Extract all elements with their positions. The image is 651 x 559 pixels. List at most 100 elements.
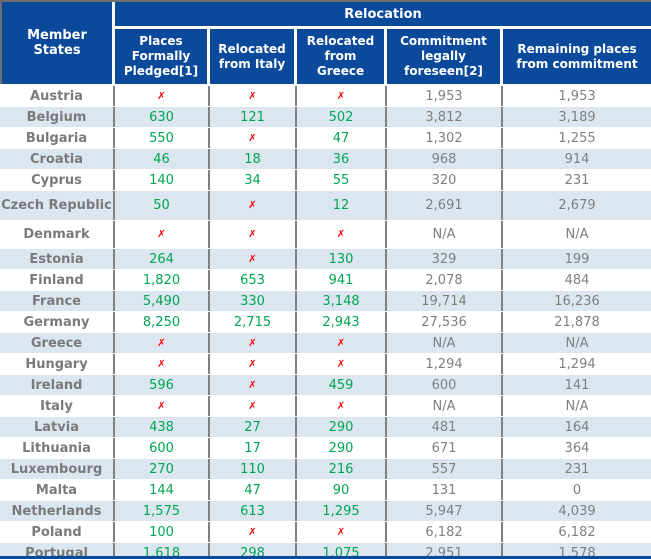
- table-row: Ireland 596 ✗ 459 600 141: [0, 375, 651, 396]
- column-header-commitment: Commitment legally foreseen[2]: [387, 29, 503, 84]
- cell-places-pledged: 144: [115, 480, 210, 500]
- cell-relocated-italy: 47: [210, 480, 297, 500]
- cell-member-state: Estonia: [0, 249, 115, 269]
- cell-places-pledged: 600: [115, 438, 210, 458]
- cell-places-pledged: 596: [115, 375, 210, 395]
- table-row: Austria ✗ ✗ ✗ 1,953 1,953: [0, 86, 651, 107]
- table-row: Belgium 630 121 502 3,812 3,189: [0, 107, 651, 128]
- cell-relocated-greece: ✗: [297, 86, 387, 106]
- cell-remaining: 4,039: [558, 503, 596, 519]
- cell-remaining: 164: [564, 419, 590, 435]
- cell-member-state: Portugal: [0, 543, 115, 559]
- table-row: Estonia 264 ✗ 130 329 199: [0, 249, 651, 270]
- cell-relocated-greece: ✗: [297, 522, 387, 542]
- cell-relocated-greece: 290: [297, 417, 387, 437]
- cell-relocated-greece: 12: [297, 191, 387, 220]
- table-row: Luxembourg 270 110 216 557 231: [0, 459, 651, 480]
- cell-relocated-greece: 290: [297, 438, 387, 458]
- cell-member-state: Netherlands: [0, 501, 115, 521]
- cell-places-pledged: 100: [115, 522, 210, 542]
- cell-member-state: Denmark: [0, 221, 115, 248]
- member-states-header: Member States: [2, 2, 115, 84]
- cell-remaining: 199: [564, 251, 590, 267]
- cell-commitment: 2,951: [387, 543, 503, 559]
- cell-relocated-greece: 1,075: [297, 543, 387, 559]
- cell-commitment: 6,182: [387, 522, 503, 542]
- cell-member-state: Croatia: [0, 149, 115, 169]
- cell-member-state: Ireland: [0, 375, 115, 395]
- cell-commitment: 1,302: [387, 128, 503, 148]
- cell-places-pledged: 630: [115, 107, 210, 127]
- cell-relocated-greece: 90: [297, 480, 387, 500]
- cell-remaining: 914: [564, 151, 590, 167]
- column-header-remaining: Remaining places from commitment: [503, 29, 651, 84]
- column-header-relocated-italy: Relocated from Italy: [210, 29, 297, 84]
- cell-places-pledged: 264: [115, 249, 210, 269]
- cell-relocated-italy: ✗: [210, 249, 297, 269]
- cell-relocated-greece: 55: [297, 170, 387, 190]
- table-body: Austria ✗ ✗ ✗ 1,953 1,953 Belgium 630 121 502 3,81…: [0, 86, 651, 559]
- table-row: Denmark ✗ ✗ ✗ N/A N/A: [0, 221, 651, 249]
- cell-remaining: N/A: [565, 227, 589, 242]
- cell-relocated-greece: ✗: [297, 333, 387, 353]
- cell-remaining: 1,578: [558, 545, 596, 559]
- cell-remaining: 6,182: [558, 524, 596, 540]
- column-header-relocated-greece: Relocated from Greece: [297, 29, 387, 84]
- column-header-places-pledged: Places Formally Pledged[1]: [115, 29, 210, 84]
- cell-commitment: 968: [387, 149, 503, 169]
- cell-relocated-greece: 459: [297, 375, 387, 395]
- table-row: Netherlands 1,575 613 1,295 5,947 4,039: [0, 501, 651, 522]
- cell-relocated-greece: ✗: [297, 354, 387, 374]
- cell-places-pledged: 1,618: [115, 543, 210, 559]
- table-row: Latvia 438 27 290 481 164: [0, 417, 651, 438]
- cell-relocated-greece: 1,295: [297, 501, 387, 521]
- cell-commitment: 329: [387, 249, 503, 269]
- cell-relocated-italy: 34: [210, 170, 297, 190]
- cell-commitment: 481: [387, 417, 503, 437]
- table-row: Malta 144 47 90 131 0: [0, 480, 651, 501]
- cell-places-pledged: 550: [115, 128, 210, 148]
- cell-relocated-italy: 110: [210, 459, 297, 479]
- table-row: Italy ✗ ✗ ✗ N/A N/A: [0, 396, 651, 417]
- cell-remaining: 231: [564, 461, 590, 477]
- cell-places-pledged: ✗: [115, 221, 210, 248]
- cell-places-pledged: 140: [115, 170, 210, 190]
- cell-remaining: 484: [564, 272, 590, 288]
- cell-remaining: N/A: [565, 398, 589, 414]
- table-row: Finland 1,820 653 941 2,078 484: [0, 270, 651, 291]
- cell-relocated-italy: ✗: [210, 128, 297, 148]
- cell-commitment: 2,078: [387, 270, 503, 290]
- cell-member-state: France: [0, 291, 115, 311]
- cell-places-pledged: 8,250: [115, 312, 210, 332]
- cell-commitment: 1,953: [387, 86, 503, 106]
- cell-remaining: 0: [572, 482, 582, 498]
- cell-commitment: 557: [387, 459, 503, 479]
- cell-remaining: 141: [564, 377, 590, 393]
- cell-places-pledged: 1,820: [115, 270, 210, 290]
- cell-relocated-italy: 2,715: [210, 312, 297, 332]
- cell-commitment: 671: [387, 438, 503, 458]
- table-row: Germany 8,250 2,715 2,943 27,536 21,878: [0, 312, 651, 333]
- table-row: France 5,490 330 3,148 19,714 16,236: [0, 291, 651, 312]
- cell-remaining: 1,953: [558, 88, 596, 104]
- cell-commitment: 600: [387, 375, 503, 395]
- table-row: Czech Republic 50 ✗ 12 2,691 2,679: [0, 191, 651, 221]
- cell-remaining: N/A: [565, 335, 589, 351]
- cell-relocated-italy: 18: [210, 149, 297, 169]
- cell-member-state: Hungary: [0, 354, 115, 374]
- cell-member-state: Austria: [0, 86, 115, 106]
- bottom-divider: [0, 556, 651, 559]
- cell-commitment: 19,714: [387, 291, 503, 311]
- cell-relocated-italy: ✗: [210, 522, 297, 542]
- cell-remaining: 16,236: [554, 293, 600, 309]
- cell-relocated-greece: 216: [297, 459, 387, 479]
- cell-relocated-greece: ✗: [297, 396, 387, 416]
- cell-relocated-italy: 17: [210, 438, 297, 458]
- cell-places-pledged: 1,575: [115, 501, 210, 521]
- cell-relocated-italy: ✗: [210, 221, 297, 248]
- cell-relocated-italy: ✗: [210, 354, 297, 374]
- cell-relocated-greece: 502: [297, 107, 387, 127]
- cell-member-state: Bulgaria: [0, 128, 115, 148]
- cell-member-state: Poland: [0, 522, 115, 542]
